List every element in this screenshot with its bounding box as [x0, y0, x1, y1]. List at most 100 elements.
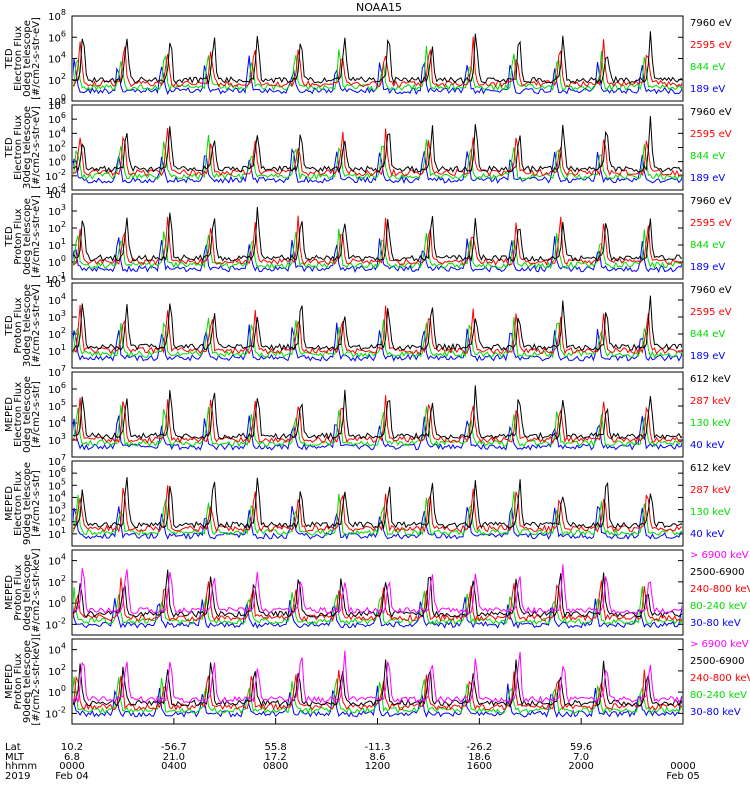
y-axis-label-line: [#/cm2-s-str] — [31, 470, 42, 537]
legend-entry: 2595 eV — [690, 40, 732, 51]
y-tick-label: 104 — [48, 125, 66, 140]
x-tick-label: 6.8 — [64, 752, 80, 763]
panel-frame — [71, 193, 684, 280]
x-tick-label: 0000 — [59, 761, 84, 772]
legend-entry: 612 keV — [690, 374, 731, 385]
y-axis-label-line: TED — [4, 137, 15, 158]
x-tick-label: 59.6 — [570, 742, 592, 753]
y-tick-label: 102 — [48, 220, 66, 235]
series-trace-240-800-kev — [73, 577, 682, 622]
series-trace-612-kev — [73, 385, 682, 441]
legend-entry: 612 keV — [690, 463, 731, 474]
legend-entry: 189 eV — [690, 351, 725, 362]
y-axis-label-line: [#/cm2-s-str-eV] — [31, 195, 42, 278]
series-trace-2595-ev — [73, 36, 682, 88]
y-tick-label: 102 — [48, 140, 66, 155]
legend-entry: 30-80 keV — [690, 618, 741, 629]
y-axis-label-line: 0deg telescope — [22, 198, 33, 275]
y-tick-label: 104 — [48, 415, 66, 430]
y-axis-label-line: [#/cm2-s-str-eV] — [31, 106, 42, 189]
legend-entry: 2595 eV — [690, 218, 732, 229]
legend-entry: 130 keV — [690, 418, 731, 429]
y-axis-label-line: 0deg telescope — [22, 20, 33, 97]
legend-entry: > 6900 keV — [690, 639, 749, 650]
x-tick-label: 21.0 — [163, 752, 185, 763]
series-trace-844-ev — [73, 228, 682, 270]
y-tick-label: 100 — [48, 154, 66, 169]
y-tick-label: 104 — [48, 489, 66, 504]
chart-title: NOAA15 — [356, 1, 402, 14]
y-axis-label-line: MEPED — [4, 575, 15, 610]
series-trace-2500-6900 — [73, 659, 682, 708]
y-tick-label: 103 — [48, 203, 66, 218]
y-tick-label: 103 — [48, 432, 66, 447]
legend-entry: 130 keV — [690, 507, 731, 518]
y-axis-label-line: 90deg telescope — [22, 640, 33, 723]
x-tick-label: 7.0 — [573, 752, 589, 763]
series-trace-2595-ev — [73, 215, 682, 266]
series-trace--6900-kev — [73, 564, 682, 615]
series-trace-189-ev — [73, 322, 682, 362]
legend-entry: 189 eV — [690, 84, 725, 95]
y-tick-label: 104 — [48, 553, 66, 568]
x-tick-label: 18.6 — [468, 752, 490, 763]
y-axis-label-line: Proton Flux — [13, 653, 24, 709]
y-tick-label: 106 — [48, 29, 66, 44]
legend-entry: 844 eV — [690, 62, 725, 73]
series-trace-40-kev — [73, 415, 682, 451]
panel-frame — [71, 460, 684, 547]
y-axis-label-line: Proton Flux — [13, 564, 24, 620]
x-tick-label: Feb 04 — [55, 771, 89, 782]
y-axis-label-line: [#/cm2-s-str-keV] — [31, 548, 42, 636]
legend-entry: 189 eV — [690, 262, 725, 273]
y-axis-label-line: MEPED — [4, 664, 15, 699]
y-axis-label-line: [#/cm2-s-str-eV] — [31, 284, 42, 367]
y-tick-label: 10-4 — [45, 182, 66, 197]
legend-entry: 80-240 keV — [690, 690, 747, 701]
series-trace-189-ev — [73, 236, 682, 274]
y-tick-label: 105 — [48, 398, 66, 413]
panel-frame — [71, 282, 684, 369]
x-tick-label: -26.2 — [466, 742, 492, 753]
y-tick-label: 10-2 — [45, 705, 66, 720]
x-tick-label: 2000 — [568, 761, 593, 772]
x-tick-label: 55.8 — [265, 742, 287, 753]
series-trace-2595-ev — [73, 127, 682, 177]
x-row-label: MLT — [5, 752, 25, 763]
y-axis-label-line: [#/cm2-s-str] — [31, 381, 42, 448]
legend-entry: 844 eV — [690, 329, 725, 340]
y-tick-label: 104 — [48, 51, 66, 66]
y-tick-label: 102 — [48, 663, 66, 678]
legend-entry: 2595 eV — [690, 129, 732, 140]
series-trace-287-kev — [73, 395, 682, 444]
y-tick-label: 100 — [48, 595, 66, 610]
y-tick-label: 106 — [48, 381, 66, 396]
series-trace-2500-6900 — [73, 569, 682, 619]
y-tick-label: 105 — [48, 275, 66, 290]
y-tick-label: 102 — [48, 574, 66, 589]
legend-entry: 287 keV — [690, 485, 731, 496]
y-axis-label-line: MEPED — [4, 486, 15, 521]
y-axis-label-line: Electron Flux — [13, 115, 24, 180]
y-tick-label: 103 — [48, 502, 66, 517]
series-trace-7960-ev — [73, 295, 682, 352]
legend-entry: 240-800 keV — [690, 673, 750, 684]
legend-entry: 2500-6900 — [690, 567, 745, 578]
x-tick-label: Feb 05 — [666, 771, 700, 782]
x-tick-label: 10.2 — [61, 742, 83, 753]
x-tick-label: 1200 — [365, 761, 390, 772]
y-tick-label: 102 — [48, 72, 66, 87]
y-tick-label: 10-2 — [45, 616, 66, 631]
y-tick-label: 100 — [48, 93, 66, 108]
y-tick-label: 101 — [48, 343, 66, 358]
y-tick-label: 104 — [48, 642, 66, 657]
y-tick-label: 104 — [48, 292, 66, 307]
y-tick-label: 107 — [48, 364, 66, 379]
